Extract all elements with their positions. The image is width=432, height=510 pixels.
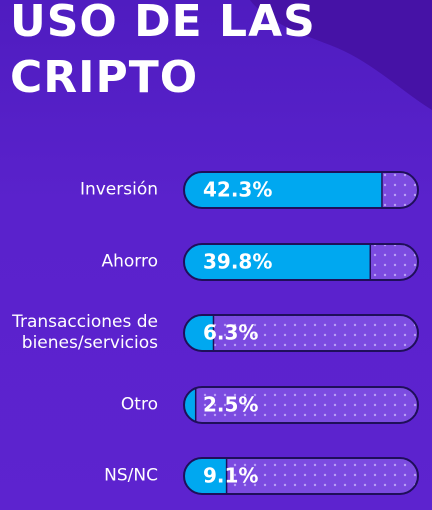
value-label: 6.3% (203, 321, 258, 345)
value-label: 2.5% (203, 393, 258, 417)
bar-border (183, 457, 419, 495)
value-label: 39.8% (203, 250, 272, 274)
chart-title: USO DE LAS CRIPTO (10, 0, 316, 103)
bar (184, 172, 382, 208)
category-label: Transacciones de bienes/servicios (12, 312, 158, 353)
category-label: NS/NC (104, 465, 158, 486)
track-dots (184, 458, 418, 494)
category-label: Ahorro (101, 251, 158, 272)
bar-border (183, 243, 419, 281)
bar-border (183, 314, 419, 352)
value-label: 42.3% (203, 178, 272, 202)
category-label: Otro (120, 394, 158, 415)
bar-border (183, 171, 419, 209)
value-label: 9.1% (203, 464, 258, 488)
track-dots (184, 387, 418, 423)
bar (184, 244, 371, 280)
bar-border (183, 386, 419, 424)
category-label: Inversión (79, 179, 158, 200)
track-dots (184, 315, 418, 351)
bar (184, 387, 196, 423)
bar (184, 458, 227, 494)
